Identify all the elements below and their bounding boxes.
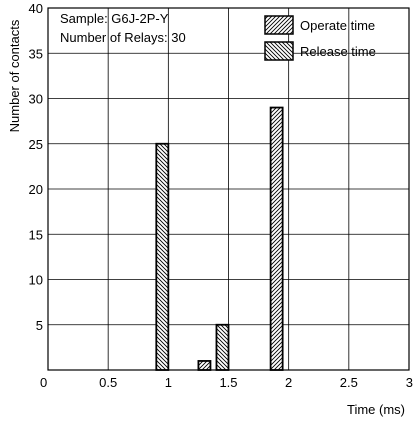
x-tick-label: 1 bbox=[165, 375, 172, 390]
legend-swatch-release bbox=[264, 41, 294, 61]
x-tick-label: 0.5 bbox=[99, 375, 117, 390]
legend-label-release: Release time bbox=[300, 44, 376, 59]
bar-operate-time bbox=[269, 106, 284, 371]
bar-release-time bbox=[215, 323, 230, 371]
x-tick-label: 3 bbox=[406, 375, 413, 390]
x-tick-label: 2.5 bbox=[340, 375, 358, 390]
legend-label-operate: Operate time bbox=[300, 18, 375, 33]
y-tick-label: 5 bbox=[36, 318, 43, 333]
y-tick-label: 30 bbox=[29, 92, 43, 107]
y-tick-label: 35 bbox=[29, 46, 43, 61]
grid bbox=[48, 8, 409, 370]
annotation-sample: Sample: G6J-2P-Y bbox=[60, 11, 169, 26]
x-tick-labels: 0 0.5 1 1.5 2 2.5 3 bbox=[40, 375, 413, 390]
y-tick-label: 15 bbox=[29, 227, 43, 242]
plot-frame bbox=[47, 7, 410, 371]
y-tick-label: 25 bbox=[29, 137, 43, 152]
y-tick-labels: 5 10 15 20 25 30 35 40 bbox=[29, 1, 43, 333]
y-axis-label: Number of contacts bbox=[7, 19, 22, 132]
y-tick-label: 10 bbox=[29, 273, 43, 288]
annotation-relays: Number of Relays: 30 bbox=[60, 30, 186, 45]
x-tick-label: 1.5 bbox=[219, 375, 237, 390]
x-tick-label: 0 bbox=[40, 375, 47, 390]
x-axis-label: Time (ms) bbox=[347, 402, 405, 417]
legend-swatch-operate bbox=[264, 15, 294, 35]
bars bbox=[155, 106, 284, 371]
bar-operate-time bbox=[197, 360, 212, 371]
x-tick-label: 2 bbox=[285, 375, 292, 390]
legend: Operate time Release time bbox=[264, 15, 376, 61]
bar-release-time bbox=[155, 142, 170, 371]
y-tick-label: 40 bbox=[29, 1, 43, 16]
y-tick-label: 20 bbox=[29, 182, 43, 197]
